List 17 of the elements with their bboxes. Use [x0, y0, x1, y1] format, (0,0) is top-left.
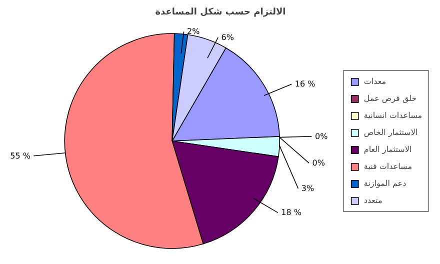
text: 0% [314, 132, 328, 141]
chart-title: الالتزام حسب شكل المساعدة [155, 8, 286, 18]
text: 0% [312, 158, 325, 168]
legend-label: معدات [364, 76, 386, 86]
legend-label: الاستثمار الخاص [364, 128, 418, 136]
legend-label: مساعدات فنية [364, 162, 412, 170]
data-label: 18 % [281, 208, 302, 218]
legend-label: متعدد [364, 196, 384, 204]
legend-label: الاستثمار العام [364, 144, 412, 154]
data-label: 2% [187, 27, 200, 36]
data-label: 55 % [10, 151, 31, 160]
data-label: 6% [221, 32, 234, 42]
legend-label: خلق فرص عمل [364, 94, 417, 102]
data-label: 16 % [294, 80, 316, 89]
data-label: 3% [301, 184, 314, 193]
legend-label: دعم الموازنة [364, 178, 406, 188]
legend-label: مساعدات انسانية [364, 110, 422, 120]
